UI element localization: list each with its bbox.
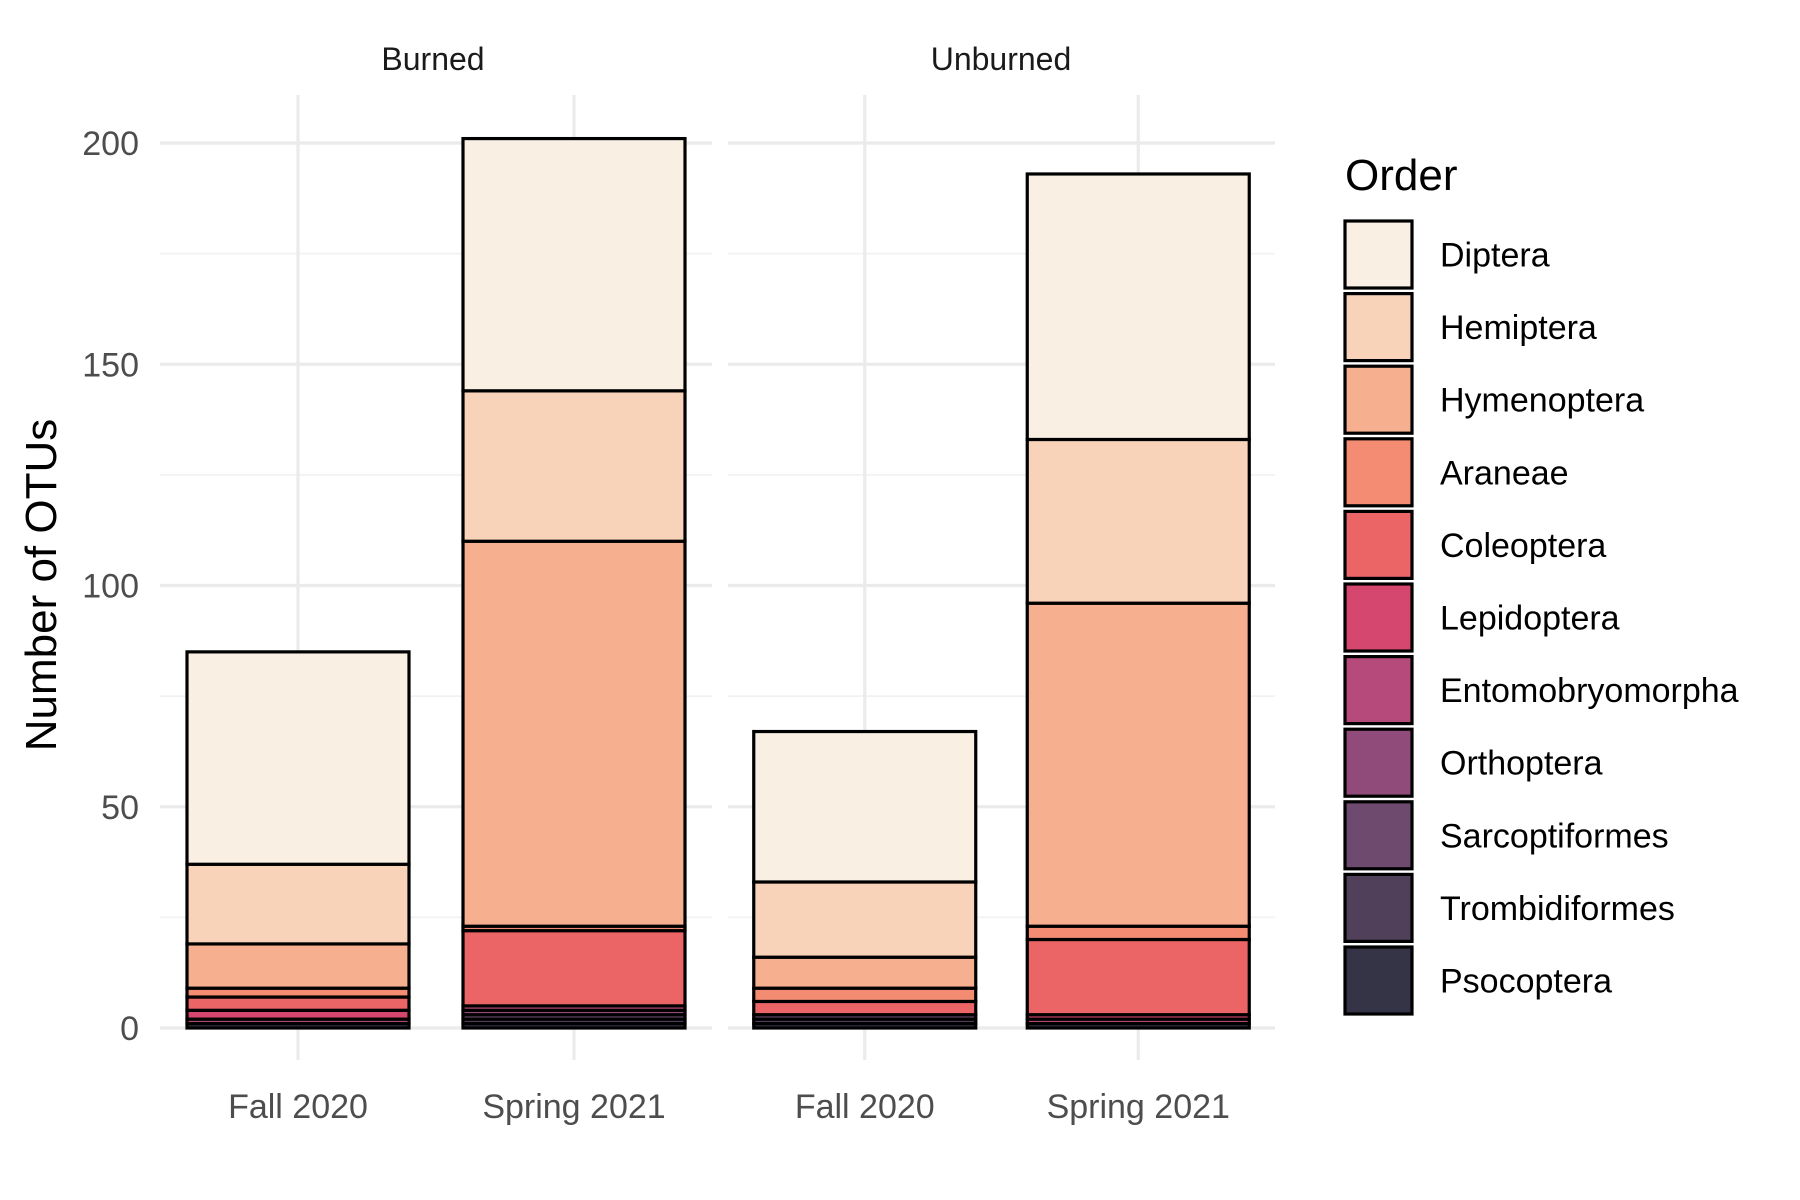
legend-item-diptera: Diptera (1343, 219, 1550, 290)
bar-segment-hemiptera (185, 862, 411, 946)
bar-segment-coleoptera (185, 995, 411, 1012)
legend-item-orthoptera: Orthoptera (1343, 727, 1603, 798)
legend-key-lepidoptera (1343, 582, 1414, 653)
legend-label-sarcoptiformes: Sarcoptiformes (1440, 817, 1669, 855)
y-tick-label: 200 (82, 125, 139, 163)
panel-burned-bars (185, 136, 687, 1030)
legend-key-araneae (1343, 437, 1414, 508)
panel-burned: Burned (160, 41, 712, 1060)
legend-item-sarcoptiformes: Sarcoptiformes (1343, 800, 1669, 871)
legend-title: Order (1345, 151, 1457, 200)
x-tick-label: Spring 2021 (482, 1088, 665, 1126)
legend-key-coleoptera (1343, 509, 1414, 580)
legend-item-coleoptera: Coleoptera (1343, 509, 1606, 580)
y-axis-title: Number of OTUs (17, 419, 66, 752)
bar-segment-hemiptera (752, 880, 978, 959)
bar-segment-diptera (1025, 172, 1251, 442)
x-tick-label: Fall 2020 (228, 1088, 368, 1126)
legend-label-araneae: Araneae (1440, 454, 1569, 492)
bar-segment-hymenoptera (461, 539, 687, 928)
bar-segment-araneae (1025, 924, 1251, 942)
y-tick-label: 150 (82, 346, 139, 384)
legend-key-orthoptera (1343, 727, 1414, 798)
legend-key-trombidiformes (1343, 872, 1414, 944)
legend-key-diptera (1343, 219, 1414, 290)
panel-burned-title: Burned (381, 41, 484, 77)
legend-label-diptera: Diptera (1440, 237, 1550, 275)
legend: Order Diptera Hemiptera Hymenoptera Araneae… (1343, 151, 1739, 1016)
legend-item-araneae: Araneae (1343, 437, 1569, 508)
legend-item-hymenoptera: Hymenoptera (1343, 364, 1644, 435)
legend-key-psocoptera (1343, 945, 1414, 1016)
legend-item-trombidiformes: Trombidiformes (1343, 872, 1675, 944)
bar-segment-hymenoptera (752, 955, 978, 990)
legend-label-entomobryomorpha: Entomobryomorpha (1440, 672, 1739, 710)
legend-label-hemiptera: Hemiptera (1440, 309, 1597, 347)
bar-segment-coleoptera (1025, 937, 1251, 1017)
y-tick-label: 0 (120, 1010, 139, 1048)
legend-key-sarcoptiformes (1343, 800, 1414, 871)
bar-segment-coleoptera (752, 999, 978, 1017)
bar-segment-diptera (461, 136, 687, 393)
legend-label-coleoptera: Coleoptera (1440, 527, 1606, 565)
bar-segment-hemiptera (1025, 437, 1251, 605)
legend-label-orthoptera: Orthoptera (1440, 745, 1603, 783)
legend-item-lepidoptera: Lepidoptera (1343, 582, 1620, 653)
legend-label-trombidiformes: Trombidiformes (1440, 890, 1675, 928)
bar-segment-diptera (752, 729, 978, 884)
legend-item-hemiptera: Hemiptera (1343, 292, 1597, 363)
legend-key-hymenoptera (1343, 364, 1414, 435)
legend-items: Diptera Hemiptera Hymenoptera Araneae Coleop… (1343, 219, 1739, 1016)
y-axis: 0 50 100 150 200 (82, 125, 139, 1048)
legend-item-entomobryomorpha: Entomobryomorpha (1343, 654, 1739, 726)
y-tick-label: 100 (82, 568, 139, 606)
bar-segment-hemiptera (461, 389, 687, 543)
panel-unburned-title: Unburned (931, 41, 1072, 77)
bar-segment-hymenoptera (185, 942, 411, 990)
legend-key-hemiptera (1343, 292, 1414, 363)
bar-segment-coleoptera (461, 929, 687, 1008)
x-tick-label: Fall 2020 (795, 1088, 935, 1126)
legend-label-lepidoptera: Lepidoptera (1440, 600, 1620, 638)
bar-segment-hymenoptera (1025, 601, 1251, 928)
x-tick-label: Spring 2021 (1047, 1088, 1230, 1126)
x-axis: Fall 2020 Spring 2021 Fall 2020 Spring 2021 (228, 1088, 1230, 1126)
legend-label-psocoptera: Psocoptera (1440, 963, 1612, 1001)
legend-item-psocoptera: Psocoptera (1343, 945, 1612, 1016)
panel-unburned-bars (752, 172, 1251, 1030)
panel-unburned: Unburned (728, 41, 1275, 1060)
bar-segment-araneae (752, 986, 978, 1004)
legend-label-hymenoptera: Hymenoptera (1440, 382, 1644, 420)
y-tick-label: 50 (101, 789, 139, 827)
bar-segment-diptera (185, 650, 411, 866)
legend-key-entomobryomorpha (1343, 654, 1414, 726)
